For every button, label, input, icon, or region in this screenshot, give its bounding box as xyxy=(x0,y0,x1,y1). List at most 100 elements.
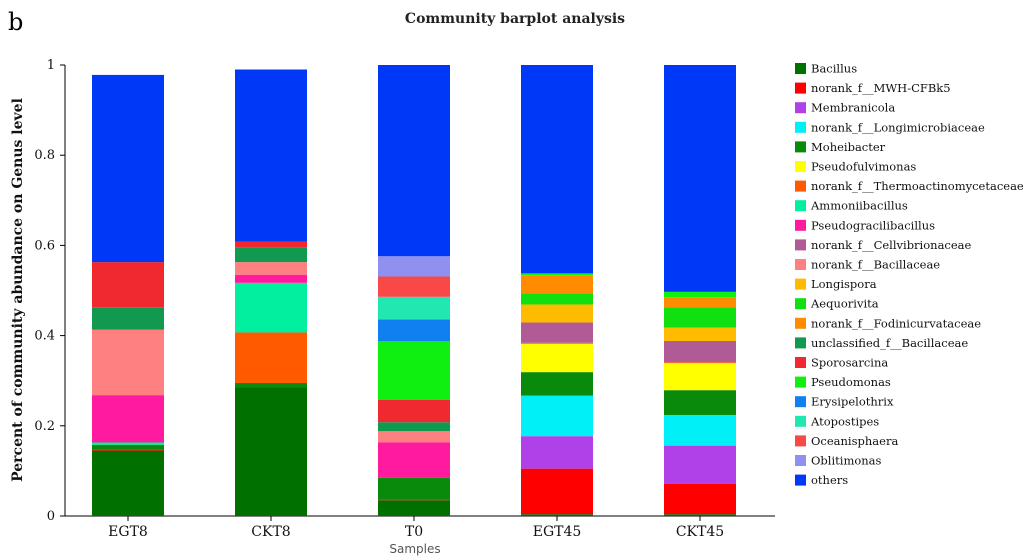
legend-swatch xyxy=(795,219,806,231)
bar-segment xyxy=(521,273,593,276)
bar-segment xyxy=(235,247,307,263)
x-tick-label: EGT45 xyxy=(533,524,582,540)
bar-segment xyxy=(92,74,164,263)
bar-segment xyxy=(664,341,736,363)
legend-swatch xyxy=(795,121,806,133)
legend: Bacillus norank_f__MWH-CFBk5 Membranicola n… xyxy=(795,62,1024,487)
bar-segment xyxy=(378,442,450,478)
bar-segment xyxy=(235,274,307,283)
legend-label: Pseudogracilibacillus xyxy=(811,218,935,232)
bar-segment xyxy=(521,275,593,294)
bar-segment xyxy=(378,65,450,257)
legend-swatch xyxy=(795,435,806,447)
bar-segment xyxy=(378,477,450,500)
legend-label: norank_f__Thermoactinomycetaceae xyxy=(811,179,1024,193)
bar-segment xyxy=(521,322,593,343)
legend-swatch xyxy=(795,278,806,290)
bar-segment xyxy=(235,241,307,248)
bar-segment xyxy=(378,500,450,516)
bar-segment xyxy=(92,262,164,308)
legend-swatch xyxy=(795,63,806,74)
legend-swatch xyxy=(795,259,806,270)
legend-label: Bacillus xyxy=(811,62,857,76)
bar-segment xyxy=(378,422,450,432)
bar-segment xyxy=(521,342,593,344)
bar-segment xyxy=(664,327,736,342)
bar-segment xyxy=(664,362,736,364)
legend-label: Pseudomonas xyxy=(811,375,891,389)
bar-segment xyxy=(664,297,736,308)
legend-label: others xyxy=(811,473,848,487)
bar-segment xyxy=(664,514,736,516)
bar-segment xyxy=(521,514,593,516)
bar-segment xyxy=(235,382,307,388)
legend-label: Oceanisphaera xyxy=(811,434,898,448)
legend-label: Oblitimonas xyxy=(811,454,882,468)
bar-segment xyxy=(378,296,450,320)
legend-swatch xyxy=(795,415,806,427)
legend-swatch xyxy=(795,102,806,114)
bar-segment xyxy=(664,65,736,292)
legend-label: Moheibacter xyxy=(811,140,886,154)
legend-swatch xyxy=(795,357,806,368)
y-tick-label: 1 xyxy=(47,58,55,73)
legend-label: Aequorivita xyxy=(810,297,879,311)
bar-segment xyxy=(378,499,450,501)
bar-segment xyxy=(664,363,736,391)
legend-label: Atopostipes xyxy=(810,414,879,428)
bar-segment xyxy=(664,291,736,298)
legend-label: unclassified_f__Bacillaceae xyxy=(811,336,968,350)
x-axis-label: Samples xyxy=(389,542,440,556)
bar-segment xyxy=(378,256,450,277)
bar-segment xyxy=(92,444,164,450)
legend-label: norank_f__Longimicrobiaceae xyxy=(811,120,985,134)
legend-swatch xyxy=(795,396,806,408)
y-tick-label: 0.6 xyxy=(34,238,55,253)
y-tick-label: 0 xyxy=(47,509,55,524)
y-tick-label: 0.4 xyxy=(34,329,55,344)
bar-segment xyxy=(235,262,307,275)
legend-label: norank_f__Fodinicurvataceae xyxy=(811,316,981,330)
legend-label: Sporosarcina xyxy=(811,356,888,370)
bar-segment xyxy=(521,395,593,437)
panel-letter: b xyxy=(8,8,23,36)
bar-segment xyxy=(235,387,307,516)
legend-swatch xyxy=(795,161,806,172)
legend-label: Erysipelothrix xyxy=(811,395,894,409)
bar-segment xyxy=(92,442,164,445)
bar-segment xyxy=(92,395,164,443)
bar-segment xyxy=(521,372,593,396)
legend-label: Pseudofulvimonas xyxy=(811,160,916,174)
bar-segment xyxy=(664,307,736,328)
legend-swatch xyxy=(795,82,806,94)
legend-label: norank_f__MWH-CFBk5 xyxy=(811,81,951,95)
bar-segment xyxy=(521,436,593,469)
bar-segment xyxy=(92,307,164,330)
bar-segment xyxy=(378,341,450,400)
legend-swatch xyxy=(795,337,806,349)
legend-swatch xyxy=(795,317,806,329)
x-tick-label: CKT45 xyxy=(676,524,724,540)
bar-segment xyxy=(664,445,736,484)
legend-label: norank_f__Bacillaceae xyxy=(811,258,940,272)
bar-segment xyxy=(235,282,307,333)
bar-segment xyxy=(92,449,164,451)
y-axis-label: Percent of community abundance on Genus … xyxy=(10,98,26,482)
legend-swatch xyxy=(795,376,806,388)
legend-swatch xyxy=(795,239,806,251)
bar-segment xyxy=(235,69,307,242)
legend-label: norank_f__Cellvibrionaceae xyxy=(811,238,972,252)
legend-swatch xyxy=(795,298,806,310)
legend-swatch xyxy=(795,180,806,192)
bar-segment xyxy=(521,65,593,274)
legend-swatch xyxy=(795,474,806,486)
bar-segment xyxy=(521,304,593,323)
bar-segment xyxy=(92,329,164,396)
bar-segment xyxy=(378,319,450,342)
x-tick-label: T0 xyxy=(405,524,423,540)
bar-segment xyxy=(378,276,450,297)
bar-segment xyxy=(378,431,450,443)
chart-title: Community barplot analysis xyxy=(405,11,625,27)
y-tick-label: 0.2 xyxy=(34,419,55,434)
